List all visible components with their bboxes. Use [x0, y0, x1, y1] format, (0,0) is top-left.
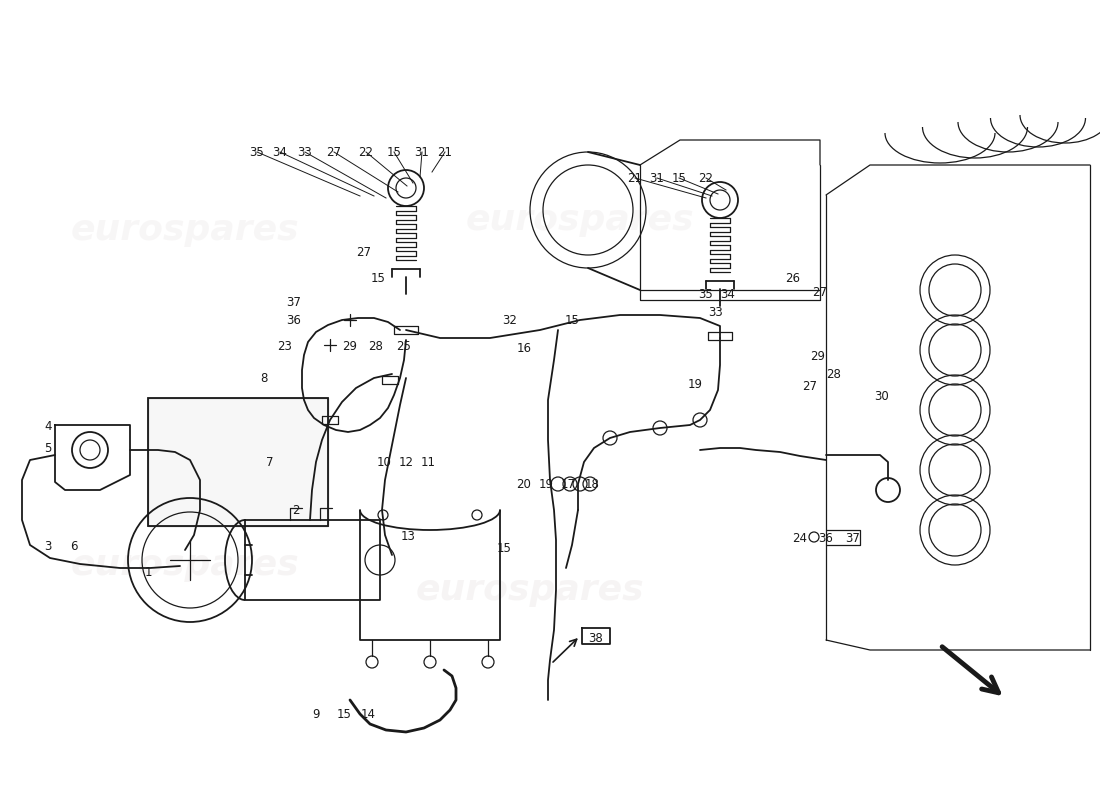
Text: 14: 14: [361, 707, 375, 721]
Text: eurospares: eurospares: [416, 573, 645, 607]
Text: 15: 15: [672, 171, 686, 185]
Text: 34: 34: [720, 289, 736, 302]
Text: 8: 8: [261, 371, 267, 385]
Text: 4: 4: [44, 419, 52, 433]
Text: eurospares: eurospares: [70, 548, 299, 582]
Text: 33: 33: [298, 146, 312, 158]
Text: 30: 30: [874, 390, 890, 402]
Text: 26: 26: [785, 271, 801, 285]
Text: 27: 27: [327, 146, 341, 158]
Text: 13: 13: [400, 530, 416, 542]
Text: 27: 27: [813, 286, 827, 299]
Text: 32: 32: [503, 314, 517, 326]
Text: 20: 20: [517, 478, 531, 490]
Text: 21: 21: [627, 171, 642, 185]
Text: 17: 17: [561, 478, 575, 490]
Text: 29: 29: [811, 350, 825, 362]
Text: 7: 7: [266, 455, 274, 469]
Text: 19: 19: [539, 478, 553, 490]
Text: 27: 27: [356, 246, 372, 258]
Text: 35: 35: [250, 146, 264, 158]
Text: 38: 38: [588, 631, 604, 645]
Text: 31: 31: [415, 146, 429, 158]
Text: eurospares: eurospares: [70, 213, 299, 247]
Text: 18: 18: [584, 478, 600, 490]
Text: 15: 15: [564, 314, 580, 326]
Text: 9: 9: [312, 707, 320, 721]
Text: 24: 24: [792, 531, 807, 545]
Text: 12: 12: [398, 455, 414, 469]
Bar: [148, 398, 328, 526]
Text: 36: 36: [818, 531, 834, 545]
Text: 15: 15: [386, 146, 402, 158]
Text: 27: 27: [803, 379, 817, 393]
Text: 11: 11: [420, 455, 436, 469]
Text: 33: 33: [708, 306, 724, 319]
Text: 1: 1: [144, 566, 152, 578]
Text: 15: 15: [337, 707, 351, 721]
Text: 2: 2: [293, 503, 299, 517]
Text: 6: 6: [70, 541, 78, 554]
Text: 22: 22: [359, 146, 374, 158]
Text: 35: 35: [698, 289, 714, 302]
Text: 28: 28: [826, 367, 842, 381]
Text: 16: 16: [517, 342, 531, 354]
Text: 29: 29: [342, 341, 358, 354]
Text: 21: 21: [438, 146, 452, 158]
Text: 36: 36: [287, 314, 301, 326]
Text: 34: 34: [273, 146, 287, 158]
Text: 3: 3: [44, 541, 52, 554]
Text: 31: 31: [650, 171, 664, 185]
Text: 5: 5: [44, 442, 52, 454]
Text: 15: 15: [371, 271, 385, 285]
Text: 37: 37: [846, 531, 860, 545]
Text: 15: 15: [496, 542, 512, 554]
Text: 19: 19: [688, 378, 703, 390]
Text: 37: 37: [287, 295, 301, 309]
Text: 28: 28: [368, 341, 384, 354]
Text: eurospares: eurospares: [465, 203, 694, 237]
Text: 10: 10: [376, 455, 392, 469]
Text: 22: 22: [698, 171, 714, 185]
Bar: [148, 398, 328, 526]
Text: 23: 23: [277, 341, 293, 354]
Text: 25: 25: [397, 341, 411, 354]
